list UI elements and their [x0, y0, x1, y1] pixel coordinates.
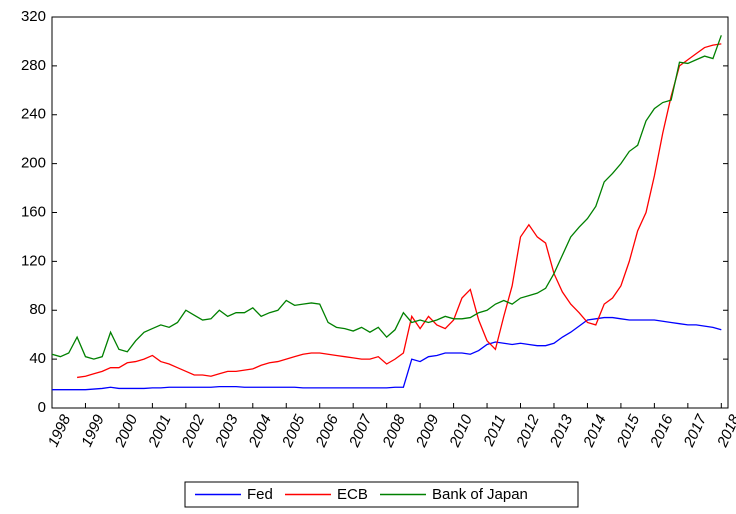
- x-tick-label: 2005: [279, 412, 309, 451]
- series-line: [52, 316, 722, 391]
- x-tick-label: 2018: [714, 412, 736, 451]
- x-tick-label: 2003: [212, 412, 242, 451]
- plot-frame: [51, 16, 729, 409]
- legend-label: Bank of Japan: [432, 486, 528, 503]
- x-tick-label: 2015: [613, 412, 643, 451]
- y-tick-label: 80: [29, 301, 46, 318]
- legend-label: ECB: [337, 486, 368, 503]
- series-line: [51, 35, 722, 360]
- y-tick-label: 320: [21, 8, 46, 25]
- x-tick-label: 2006: [312, 412, 342, 451]
- x-tick-label: 2002: [178, 412, 208, 451]
- legend-label: Fed: [247, 486, 273, 503]
- x-tick-label: 2007: [346, 412, 376, 451]
- x-tick-label: 2017: [680, 412, 710, 451]
- x-tick-label: 2016: [647, 412, 677, 451]
- x-tick-label: 2004: [245, 412, 275, 450]
- y-tick-label: 240: [21, 106, 46, 123]
- y-tick-label: 120: [21, 252, 46, 269]
- series-line: [77, 43, 722, 379]
- x-tick-label: 2001: [145, 412, 175, 450]
- x-tick-label: 2008: [379, 412, 409, 451]
- y-tick-label: 160: [21, 203, 46, 220]
- x-tick-label: 2012: [513, 412, 543, 451]
- x-tick-label: 2013: [546, 412, 576, 451]
- x-tick-label: 1998: [45, 412, 75, 450]
- y-tick-label: 200: [21, 155, 46, 172]
- x-tick-label: 2009: [412, 412, 442, 451]
- x-tick-label: 2000: [111, 412, 141, 451]
- y-tick-label: 40: [29, 350, 46, 367]
- y-tick-label: 280: [21, 57, 46, 74]
- x-tick-label: 1999: [78, 412, 108, 450]
- y-tick-label: 0: [38, 399, 46, 416]
- x-tick-label: 2010: [446, 412, 476, 451]
- x-tick-label: 2011: [480, 412, 509, 449]
- x-tick-label: 2014: [580, 412, 610, 450]
